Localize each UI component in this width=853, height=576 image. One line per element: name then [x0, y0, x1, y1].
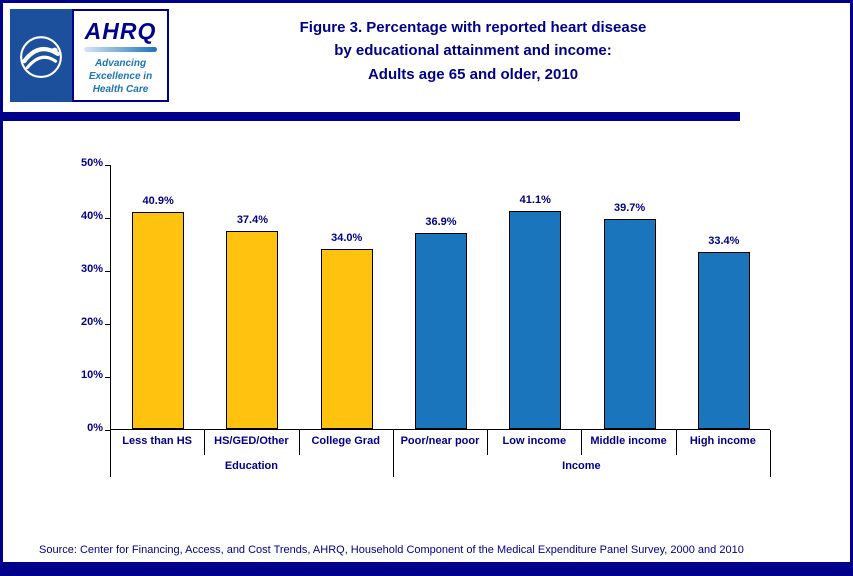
category-label: Less than HS [122, 435, 192, 447]
y-axis-tick-label: 0% [87, 422, 103, 434]
header-rule [3, 112, 740, 121]
bar-poor-near-poor [415, 233, 467, 429]
bar-value-label: 36.9% [425, 216, 457, 229]
chart-title-line: Adults age 65 and older, 2010 [367, 65, 579, 83]
chart-title-line: Figure 3. Percentage with reported heart… [299, 19, 647, 36]
ahrq-tagline-line: Advancing [94, 58, 147, 69]
bar-low-income [509, 211, 562, 429]
category-separator [204, 430, 205, 455]
y-axis-tick-label: 40% [80, 210, 103, 222]
y-axis-tick [105, 324, 110, 325]
ahrq-logo-text: AHRQ [84, 18, 157, 44]
ahrq-tagline-line: Health Care [92, 84, 149, 95]
bottom-band [3, 562, 850, 573]
axis-group-label: Income [562, 460, 601, 472]
y-axis-tick-label: 10% [80, 369, 103, 381]
ahrq-logo: AHRQ Advancing Excellence in Health Care [72, 9, 169, 102]
bar-hs-ged-other [226, 230, 279, 429]
bar-value-label: 37.4% [236, 213, 269, 226]
category-label: Middle income [590, 435, 667, 447]
category-separator [299, 430, 300, 455]
y-axis-tick [105, 218, 110, 219]
group-separator [110, 430, 111, 477]
axis-group-label: Education [224, 460, 278, 472]
bar-middle-income [603, 218, 656, 429]
group-separator [393, 430, 394, 477]
y-axis-tick [105, 165, 110, 166]
group-separator [770, 430, 771, 477]
y-axis-tick [105, 271, 110, 272]
bar-value-label: 33.4% [708, 234, 740, 247]
hhs-eagle-icon [20, 35, 62, 78]
logo-block: AHRQ Advancing Excellence in Health Care [10, 9, 169, 102]
chart-title-line: by educational attainment and income: [334, 42, 612, 60]
y-axis-tick-label: 20% [80, 316, 103, 328]
bar-less-than-hs [132, 212, 185, 429]
hhs-logo [10, 9, 72, 102]
category-separator [676, 430, 677, 455]
category-label: Poor/near poor [400, 435, 480, 447]
y-axis-tick-label: 50% [80, 157, 103, 169]
bar-value-label: 39.7% [613, 201, 646, 214]
y-axis-tick-label: 30% [80, 263, 103, 275]
ahrq-tagline: Advancing Excellence in Health Care [89, 57, 152, 96]
y-axis-tick [105, 377, 110, 378]
category-label: College Grad [311, 435, 380, 447]
category-separator [487, 430, 488, 455]
y-axis-tick [105, 430, 110, 431]
bar-high-income [697, 251, 750, 429]
bar-value-label: 40.9% [142, 195, 174, 208]
category-label: High income [689, 435, 756, 447]
ahrq-tagline-line: Excellence in [88, 71, 153, 82]
source-note: Source: Center for Financing, Access, an… [39, 544, 744, 556]
bar-value-label: 41.1% [519, 194, 551, 207]
bar-value-label: 34.0% [331, 231, 363, 244]
chart-title: Figure 3. Percentage with reported heart… [173, 16, 773, 86]
category-separator [581, 430, 582, 455]
category-label: HS/GED/Other [214, 435, 289, 447]
category-label: Low income [502, 435, 567, 447]
plot-area: 40.9% 37.4% 34.0% 36.9% 41.1% 39.7% 33.4% [110, 165, 770, 430]
bar-college-grad [320, 248, 373, 429]
ahrq-logo-swoosh [84, 47, 157, 52]
bar-chart: 40.9% 37.4% 34.0% 36.9% 41.1% 39.7% 33.4% 0% 10… [3, 3, 850, 573]
